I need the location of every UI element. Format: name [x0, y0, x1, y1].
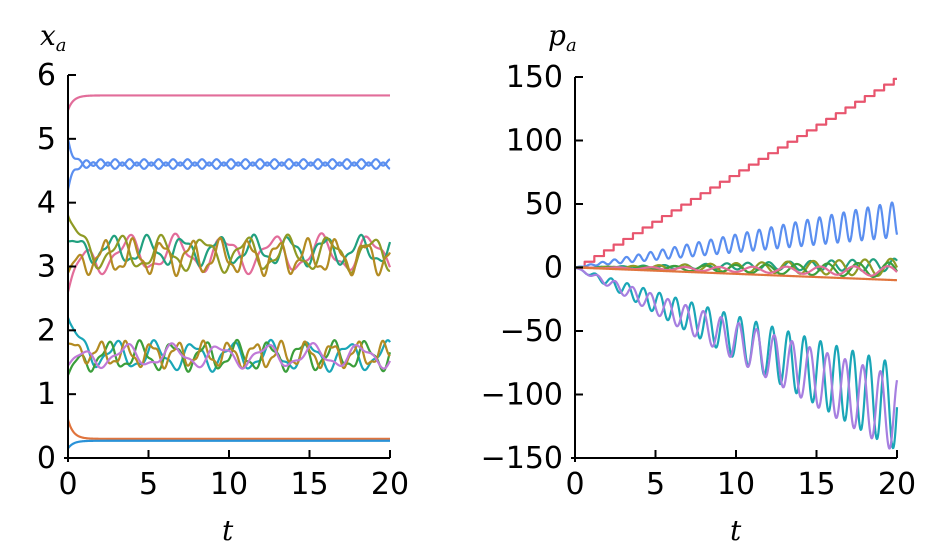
left-ylabel: xa [40, 19, 67, 56]
left-y-tick-label: 5 [37, 122, 56, 157]
left-series-12 [66, 419, 391, 440]
left-y-tick-label: 1 [37, 377, 56, 412]
left-series-7 [67, 236, 391, 278]
left-x-tick-label: 15 [290, 467, 328, 502]
right-x-tick-label: 0 [565, 467, 584, 502]
left-series-9 [66, 338, 392, 376]
right-y-tick-label: 100 [506, 124, 563, 159]
right-panel: pa t 0 5 10 15 20 150 100 50 0 −50 −100 −150 [481, 19, 917, 547]
left-series-6 [66, 215, 391, 274]
right-y-tick-label: 50 [525, 187, 563, 222]
right-series-3 [574, 266, 899, 450]
left-xlabel: t [222, 514, 234, 547]
right-series-9 [574, 266, 898, 282]
right-y-tick-label: 150 [506, 60, 563, 95]
right-axes: 0 5 10 15 20 150 100 50 0 −50 −100 −150 [481, 60, 917, 502]
right-series-1 [574, 77, 898, 269]
left-series-3 [66, 138, 391, 170]
left-series-2 [66, 158, 391, 191]
left-y-tick-label: 2 [37, 313, 56, 348]
left-series-11 [67, 342, 391, 370]
right-y-tick-label: −50 [500, 314, 563, 349]
left-panel: xa t 0 5 10 15 20 0 1 2 3 4 5 6 [37, 19, 409, 547]
right-x-tick-label: 10 [717, 467, 755, 502]
left-series-1 [66, 94, 391, 111]
right-series-6 [574, 257, 898, 277]
left-series-8 [66, 317, 391, 373]
right-series-4 [574, 266, 899, 450]
right-xlabel: t [730, 514, 742, 547]
left-x-tick-label: 5 [139, 467, 158, 502]
left-x-tick-label: 0 [58, 467, 77, 502]
right-ylabel: pa [548, 19, 577, 56]
right-x-tick-label: 20 [878, 467, 916, 502]
right-plot-lines [574, 77, 899, 450]
left-y-tick-label: 0 [37, 441, 56, 476]
right-y-tick-label: −150 [481, 441, 563, 476]
left-plot-lines [66, 94, 392, 450]
left-x-tick-label: 10 [210, 467, 248, 502]
left-y-tick-label: 3 [37, 250, 56, 285]
right-x-tick-label: 5 [646, 467, 665, 502]
right-y-tick-label: 0 [544, 251, 563, 286]
left-y-tick-label: 6 [37, 58, 56, 93]
right-x-tick-label: 15 [797, 467, 835, 502]
left-axes: 0 5 10 15 20 0 1 2 3 4 5 6 [37, 58, 409, 502]
right-series-2 [574, 201, 899, 269]
left-y-tick-label: 4 [37, 186, 56, 221]
left-series-13 [67, 439, 391, 450]
left-series-5 [67, 233, 392, 268]
left-x-tick-label: 20 [371, 467, 409, 502]
right-y-tick-label: −100 [481, 378, 563, 413]
